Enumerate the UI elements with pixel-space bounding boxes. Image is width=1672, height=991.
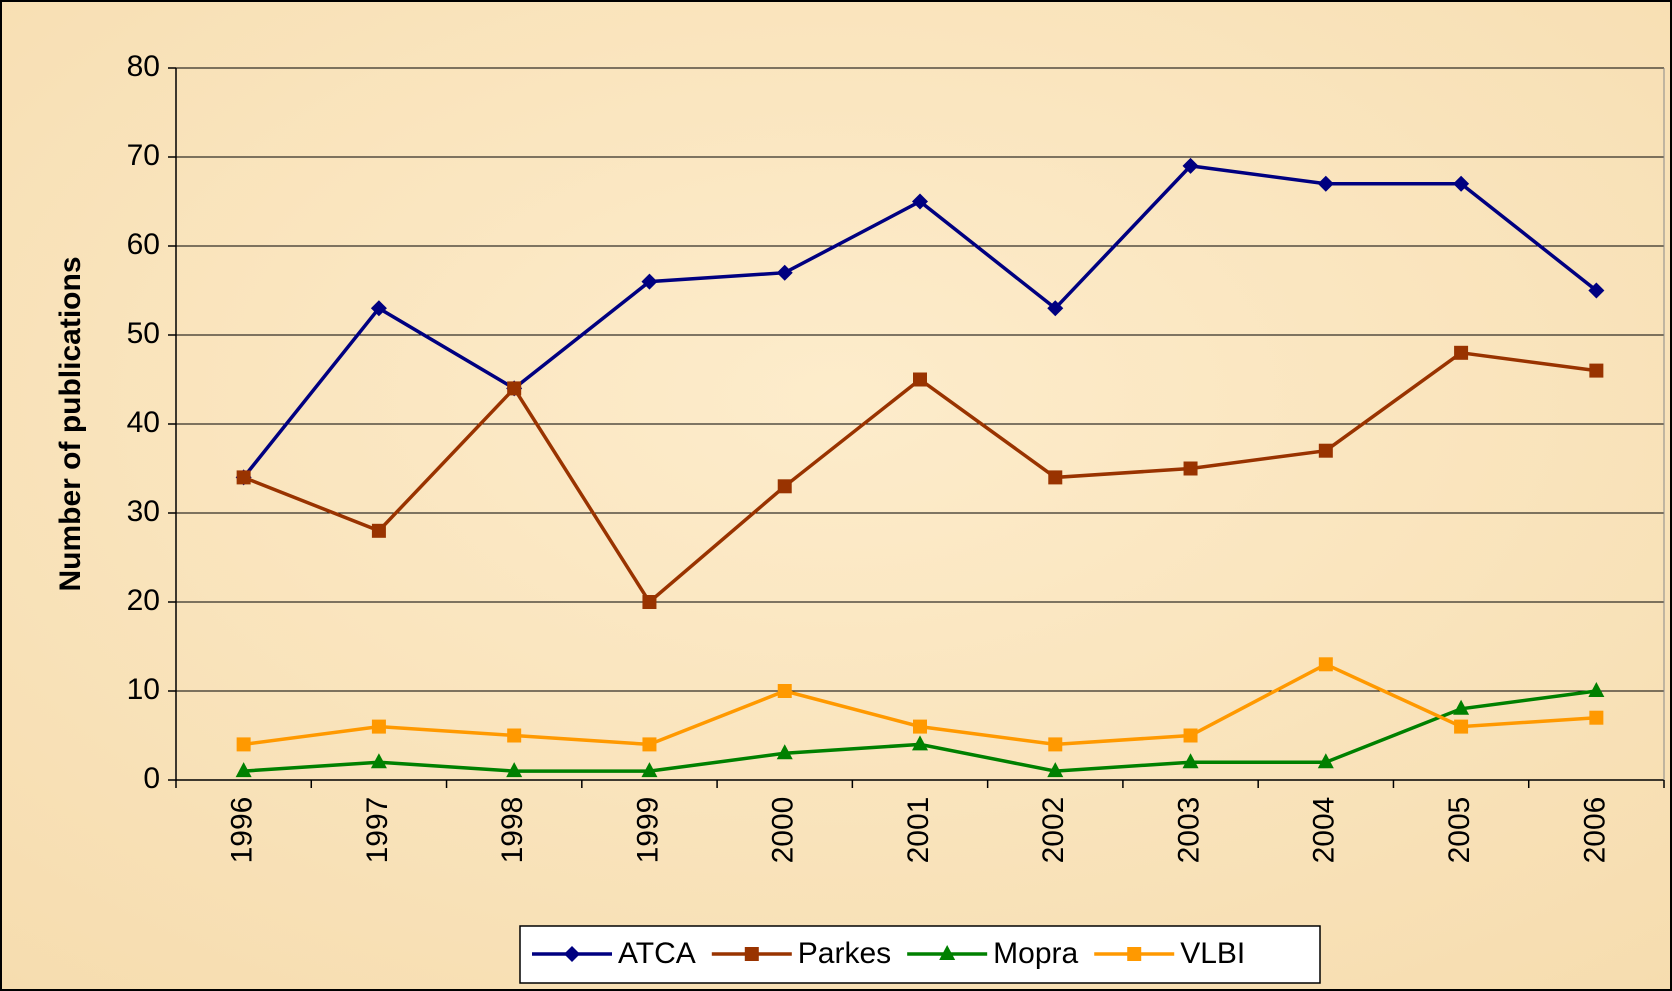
data-point — [912, 193, 928, 210]
x-tick-label: 1999 — [631, 797, 664, 864]
data-point — [1454, 345, 1469, 360]
legend-marker — [1127, 947, 1142, 961]
data-point — [507, 381, 522, 396]
data-point — [236, 737, 251, 752]
data-point — [776, 264, 793, 281]
data-point — [642, 737, 657, 752]
x-tick-label: 2005 — [1443, 797, 1476, 864]
data-point — [1317, 753, 1334, 769]
x-tick-label: 1997 — [361, 797, 394, 864]
data-point — [1589, 363, 1604, 378]
data-point — [1588, 682, 1605, 697]
data-point — [371, 523, 386, 538]
data-point — [1182, 157, 1199, 174]
data-point — [506, 762, 523, 778]
data-point — [777, 684, 792, 698]
data-point — [641, 762, 658, 778]
y-tick-label: 0 — [143, 762, 160, 795]
data-point — [1047, 762, 1064, 778]
data-point — [912, 735, 928, 751]
data-point — [235, 762, 252, 778]
data-point — [371, 719, 386, 734]
data-point — [777, 479, 792, 494]
y-tick-label: 80 — [127, 50, 160, 83]
data-point — [641, 273, 658, 290]
data-point — [1047, 300, 1064, 317]
data-point — [1048, 470, 1063, 485]
data-point — [1588, 282, 1605, 299]
x-tick-label: 2004 — [1308, 797, 1341, 864]
legend-label: ATCA — [618, 937, 696, 970]
data-point — [1453, 699, 1470, 715]
data-point — [370, 300, 387, 317]
x-tick-label: 2006 — [1578, 797, 1611, 864]
x-tick-label: 2001 — [902, 797, 935, 864]
y-tick-label: 10 — [127, 673, 160, 706]
data-point — [642, 595, 657, 609]
legend-label: Mopra — [993, 937, 1078, 970]
legend-label: VLBI — [1180, 937, 1245, 970]
legend-marker — [939, 945, 956, 960]
data-point — [1048, 737, 1063, 752]
data-point — [776, 744, 793, 760]
y-axis-label: Number of publications — [54, 256, 87, 591]
legend-label: Parkes — [798, 937, 891, 970]
x-tick-label: 1996 — [226, 797, 259, 864]
y-tick-label: 60 — [127, 228, 160, 261]
y-tick-label: 50 — [127, 317, 160, 350]
data-point — [1317, 175, 1334, 192]
y-tick-label: 70 — [127, 139, 160, 172]
data-point — [1182, 753, 1199, 769]
data-point — [370, 753, 387, 769]
data-point — [1318, 657, 1333, 672]
legend-marker — [564, 946, 580, 962]
x-tick-label: 2000 — [767, 797, 800, 864]
y-tick-label: 30 — [127, 495, 160, 528]
data-point — [1453, 175, 1470, 192]
data-point — [507, 728, 522, 743]
x-tick-label: 2002 — [1037, 797, 1070, 864]
data-point — [1454, 719, 1469, 734]
data-point — [1183, 728, 1198, 743]
y-tick-label: 40 — [127, 406, 160, 439]
x-tick-label: 1998 — [496, 797, 529, 864]
data-point — [1318, 443, 1333, 458]
data-point — [1589, 710, 1604, 725]
data-point — [1183, 461, 1198, 476]
x-tick-label: 2003 — [1172, 797, 1205, 864]
data-point — [913, 719, 927, 734]
y-tick-label: 20 — [127, 584, 160, 617]
data-point — [913, 372, 927, 387]
data-point — [236, 470, 251, 485]
legend-marker — [744, 947, 759, 961]
